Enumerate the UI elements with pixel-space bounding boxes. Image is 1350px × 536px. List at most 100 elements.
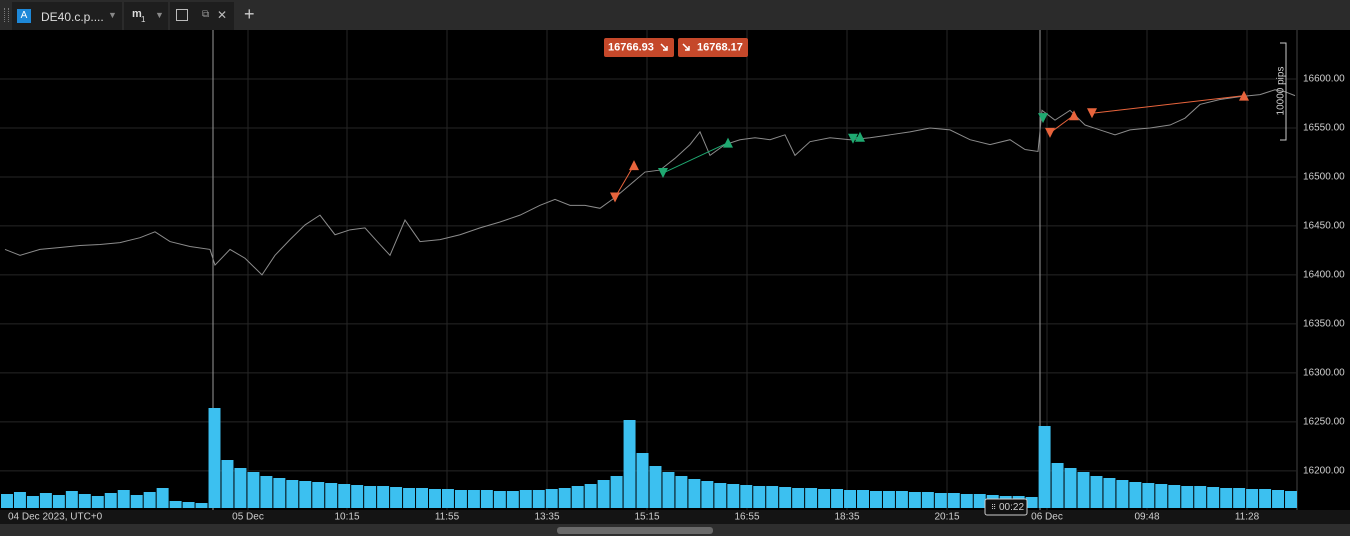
trade-line	[1091, 95, 1245, 114]
grip	[4, 8, 9, 22]
badge-bg	[604, 38, 674, 57]
dropdown-arrow[interactable]: ▼	[108, 10, 117, 20]
volume-bar	[519, 490, 532, 508]
volume-bar	[947, 493, 960, 508]
volume-bar	[844, 490, 857, 508]
volume-bar	[156, 488, 169, 508]
scrollbar-thumb[interactable]	[557, 527, 713, 534]
volume-bar	[312, 482, 325, 508]
volume-bar	[1285, 491, 1297, 508]
volume-bar	[26, 496, 39, 508]
volume-bar	[286, 480, 299, 508]
volume-bar	[1181, 486, 1194, 508]
dropdown-arrow[interactable]: ▼	[155, 10, 164, 20]
volume-bar	[532, 490, 545, 508]
volume-bar	[1142, 483, 1155, 508]
volume-bar	[338, 484, 351, 508]
x-tick-label: 05 Dec	[232, 512, 264, 523]
x-tick-label: 16:55	[734, 512, 759, 523]
x-tick-label: 11:55	[435, 512, 460, 523]
trade-marker	[1069, 110, 1079, 121]
volume-bar	[130, 495, 143, 508]
volume-bar	[467, 490, 480, 508]
price-badge[interactable]: 16768.17	[678, 38, 748, 57]
volume-bar	[701, 481, 714, 508]
volume-bar	[1272, 490, 1285, 508]
close-icon[interactable]: ✕	[217, 8, 228, 22]
x-tick-label: 06 Dec	[1031, 512, 1063, 523]
volume-bar	[390, 487, 403, 508]
volume-bar	[299, 481, 312, 508]
volume-bar	[597, 480, 610, 508]
volume-bar	[649, 466, 662, 508]
volume-bar	[325, 483, 338, 508]
volume-bar	[1129, 482, 1142, 508]
volume-bar	[623, 420, 636, 508]
symbol-name: DE40.c.p....	[41, 10, 104, 24]
volume-bar	[571, 486, 584, 508]
badge-arrow	[682, 43, 690, 51]
volume-bar	[377, 486, 390, 508]
volume-bar	[1207, 487, 1220, 508]
volume-bar	[1090, 476, 1103, 508]
volume-bar	[921, 492, 934, 508]
volume-bar	[558, 488, 571, 508]
volume-bar	[117, 490, 130, 508]
timeframe-sub: 1	[141, 15, 146, 24]
volume-bar	[584, 484, 597, 508]
volume-bar	[195, 503, 208, 508]
detach-icon[interactable]: ⧉	[202, 9, 210, 20]
volume-bar	[1259, 489, 1272, 508]
volume-bar	[234, 468, 247, 508]
volume-bar	[779, 487, 792, 508]
trade-line	[614, 164, 635, 198]
scale-bracket	[1280, 42, 1287, 141]
countdown: 00:22	[999, 502, 1024, 513]
volume-bar	[1064, 468, 1077, 508]
volume-bar	[740, 485, 753, 508]
symbol-icon: A	[17, 9, 31, 23]
trade-marker	[629, 160, 639, 171]
y-tick-label: 16450.00	[1303, 221, 1345, 232]
volume-bar	[869, 491, 882, 508]
volume-bar	[818, 489, 831, 508]
volume-bar	[52, 495, 65, 508]
volume-bar	[104, 493, 117, 508]
volume-bar	[506, 491, 519, 508]
volume-bar	[182, 502, 195, 508]
y-tick-label: 16500.00	[1303, 172, 1345, 183]
timeframe: m	[132, 8, 142, 20]
volume-bar	[493, 491, 506, 508]
volume-bar	[13, 492, 26, 508]
countdown-box	[984, 498, 1028, 516]
trade-marker	[658, 168, 668, 179]
volume-bar	[429, 489, 441, 508]
y-tick-label: 16250.00	[1303, 416, 1345, 427]
x-tick-label: 09:48	[1134, 512, 1159, 523]
link-icon[interactable]	[176, 9, 188, 21]
y-tick-label: 16600.00	[1303, 74, 1345, 85]
add-tab[interactable]: +	[244, 4, 255, 24]
price-badge[interactable]: 16766.93	[604, 38, 674, 57]
volume-bar	[766, 486, 779, 508]
volume-bar	[831, 489, 844, 508]
volume-bar	[805, 488, 818, 508]
tab[interactable]: A DE40.c.p.... ▼	[12, 2, 122, 30]
badge-arrow	[660, 43, 668, 51]
trade-marker	[1038, 113, 1048, 124]
y-tick-label: 16200.00	[1303, 465, 1345, 476]
volume-bar	[91, 496, 104, 508]
volume-bar	[895, 491, 908, 508]
volume-bar	[857, 490, 869, 508]
timeframe-tab[interactable]: m 1 ▼	[124, 2, 168, 30]
badge-price: 16766.93	[608, 41, 654, 53]
volume-bar	[934, 493, 947, 508]
tools-tab: ⧉ ✕	[170, 2, 234, 30]
volume-bar	[247, 472, 260, 508]
badge-price: 16768.17	[697, 41, 743, 53]
x-tick-label: 15:15	[634, 512, 659, 523]
volume-bar	[545, 489, 558, 508]
plot-area	[0, 30, 1297, 510]
